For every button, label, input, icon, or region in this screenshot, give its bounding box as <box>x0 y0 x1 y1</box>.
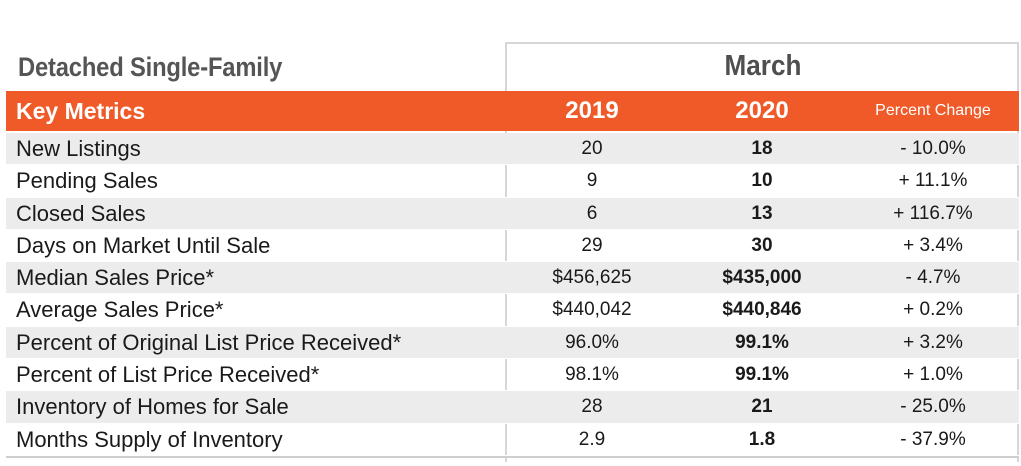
table-header: Key Metrics 2019 2020 Percent Change <box>6 91 1019 131</box>
value-2019: $456,625 <box>552 267 632 289</box>
value-2019: $440,042 <box>552 299 632 321</box>
percent-change: - 4.7% <box>905 267 961 289</box>
header-year-2019: 2019 <box>565 97 619 124</box>
value-2020: 99.1% <box>735 364 789 386</box>
header-percent-change: Percent Change <box>875 102 991 119</box>
value-2019: 28 <box>581 396 603 418</box>
percent-change: + 11.1% <box>898 170 968 192</box>
value-2019: 96.0% <box>565 331 619 353</box>
value-2020: 1.8 <box>748 428 776 450</box>
metric-label: Median Sales Price* <box>16 265 215 291</box>
value-2020: $440,846 <box>722 299 802 321</box>
metric-label: Average Sales Price* <box>16 297 224 323</box>
value-2020: 30 <box>751 234 773 256</box>
table-row: Inventory of Homes for Sale 28 21 - 25.0… <box>6 391 1019 424</box>
table-row: Days on Market Until Sale 29 30 + 3.4% <box>6 230 1019 263</box>
percent-change: - 10.0% <box>900 138 966 159</box>
metric-label: Percent of List Price Received* <box>16 362 320 388</box>
table-row: Median Sales Price* $456,625 $435,000 - … <box>6 262 1019 295</box>
period-heading: March <box>724 50 802 82</box>
percent-change: + 1.0% <box>903 364 963 386</box>
metric-label: Months Supply of Inventory <box>16 426 283 452</box>
table-row: Months Supply of Inventory 2.9 1.8 - 37.… <box>6 424 1019 456</box>
period-column-frame <box>505 42 1019 462</box>
value-2019: 2.9 <box>578 428 606 450</box>
table-row: Pending Sales 9 10 + 11.1% <box>6 165 1019 198</box>
value-2019: 98.1% <box>565 364 619 386</box>
table-row: Closed Sales 6 13 + 116.7% <box>6 197 1019 230</box>
metric-label: Closed Sales <box>16 200 146 226</box>
percent-change: + 116.7% <box>893 202 973 224</box>
percent-change: + 0.2% <box>903 299 963 321</box>
table-row: Percent of List Price Received* 98.1% 99… <box>6 359 1019 392</box>
value-2019: 20 <box>581 138 603 159</box>
table-row: Average Sales Price* $440,042 $440,846 +… <box>6 294 1019 327</box>
percent-change: + 3.2% <box>903 331 963 353</box>
header-year-2020: 2020 <box>735 97 789 124</box>
table-row: Percent of Original List Price Received*… <box>6 326 1019 360</box>
value-2020: 99.1% <box>735 331 789 353</box>
value-2019: 29 <box>581 234 603 256</box>
metrics-table-body: New Listings 20 18 - 10.0% Pending Sales… <box>6 133 1019 456</box>
table-bottom-rule <box>6 456 1019 458</box>
percent-change: - 25.0% <box>900 396 966 418</box>
value-2020: 10 <box>751 170 773 192</box>
value-2020: $435,000 <box>722 267 802 289</box>
table-title: Detached Single-Family <box>18 52 283 82</box>
percent-change: + 3.4% <box>903 234 963 256</box>
metric-label: Pending Sales <box>16 168 158 194</box>
percent-change: - 37.9% <box>900 428 966 450</box>
metric-label: New Listings <box>16 136 141 161</box>
value-2020: 21 <box>751 396 773 418</box>
value-2019: 6 <box>586 202 598 224</box>
metric-label: Inventory of Homes for Sale <box>16 394 289 420</box>
table-row: New Listings 20 18 - 10.0% <box>6 133 1019 166</box>
value-2020: 13 <box>751 202 773 224</box>
header-key-metrics: Key Metrics <box>16 98 146 124</box>
value-2020: 18 <box>751 138 773 159</box>
metric-label: Days on Market Until Sale <box>16 232 271 258</box>
metric-label: Percent of Original List Price Received* <box>16 329 402 355</box>
value-2019: 9 <box>586 170 598 192</box>
